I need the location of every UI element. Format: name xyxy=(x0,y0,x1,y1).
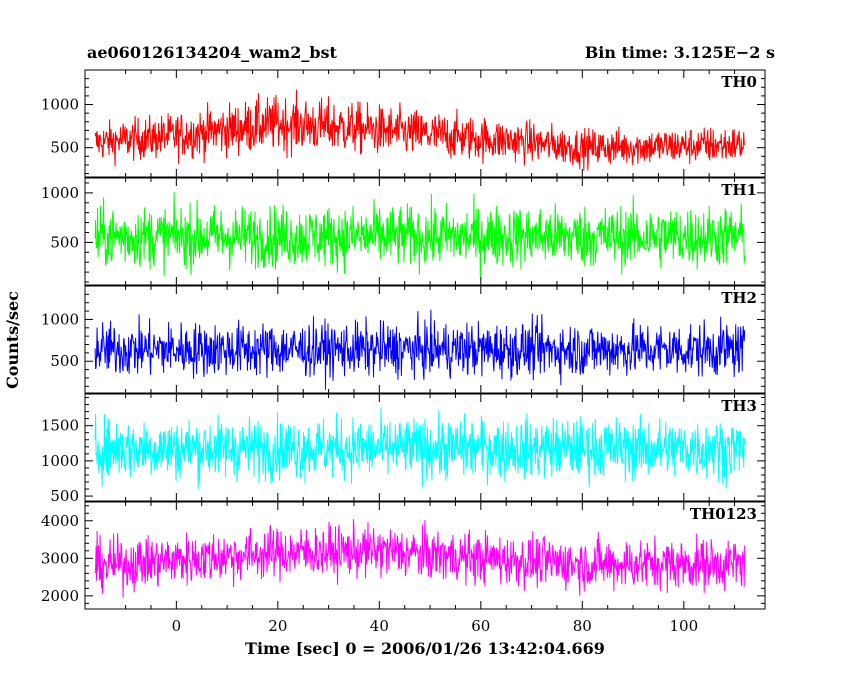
y-tick-label: 3000 xyxy=(41,549,79,567)
panel-frame xyxy=(84,501,766,610)
chart-title-right: Bin time: 3.125E−2 s xyxy=(585,43,775,62)
y-tick-label: 500 xyxy=(50,233,79,251)
panel-th1: 500 1000 TH1 xyxy=(41,177,766,286)
panel-frame xyxy=(84,393,766,502)
chart-title-left: ae060126134204_wam2_bst xyxy=(87,43,338,62)
x-tick-label: 0 xyxy=(172,617,182,635)
series-line-th2 xyxy=(94,309,746,390)
panel-frame xyxy=(84,177,766,286)
panel-label-th3: TH3 xyxy=(721,397,757,415)
panel-frame xyxy=(84,285,766,394)
y-tick-label: 1000 xyxy=(41,452,79,470)
panel-th0123: 2000 3000 4000 TH0123 xyxy=(41,501,766,610)
y-tick-label: 1000 xyxy=(41,184,79,202)
panel-label-th0123: TH0123 xyxy=(690,505,757,523)
x-tick-label: 60 xyxy=(471,617,490,635)
x-tick-label: 100 xyxy=(669,617,698,635)
panel-th3: 500 1000 1500 TH3 xyxy=(41,393,766,505)
y-tick-label: 1000 xyxy=(41,310,79,328)
series-line-th0 xyxy=(94,89,746,171)
y-tick-label: 1500 xyxy=(41,417,79,435)
panel-th0: 500 1000 TH0 xyxy=(41,69,766,178)
panel-label-th1: TH1 xyxy=(721,181,757,199)
y-tick-label: 500 xyxy=(50,352,79,370)
x-tick-label: 20 xyxy=(268,617,287,635)
y-tick-label: 1000 xyxy=(41,96,79,114)
panel-label-th2: TH2 xyxy=(721,289,757,307)
panel-th2: 500 1000 TH2 xyxy=(41,285,766,394)
y-axis-label: Counts/sec xyxy=(3,291,22,389)
x-axis-label: Time [sec] 0 = 2006/01/26 13:42:04.669 xyxy=(245,639,605,658)
series-line-th3 xyxy=(94,407,746,490)
series-line-th0123 xyxy=(94,519,746,598)
y-tick-label: 4000 xyxy=(41,512,79,530)
panel-label-th0: TH0 xyxy=(721,73,757,91)
y-tick-label: 2000 xyxy=(41,587,79,605)
x-tick-label: 40 xyxy=(370,617,389,635)
x-tick-label: 80 xyxy=(573,617,592,635)
panel-frame xyxy=(84,69,766,178)
series-line-th1 xyxy=(94,192,746,278)
y-tick-label: 500 xyxy=(50,139,79,157)
y-tick-label: 500 xyxy=(50,487,79,505)
